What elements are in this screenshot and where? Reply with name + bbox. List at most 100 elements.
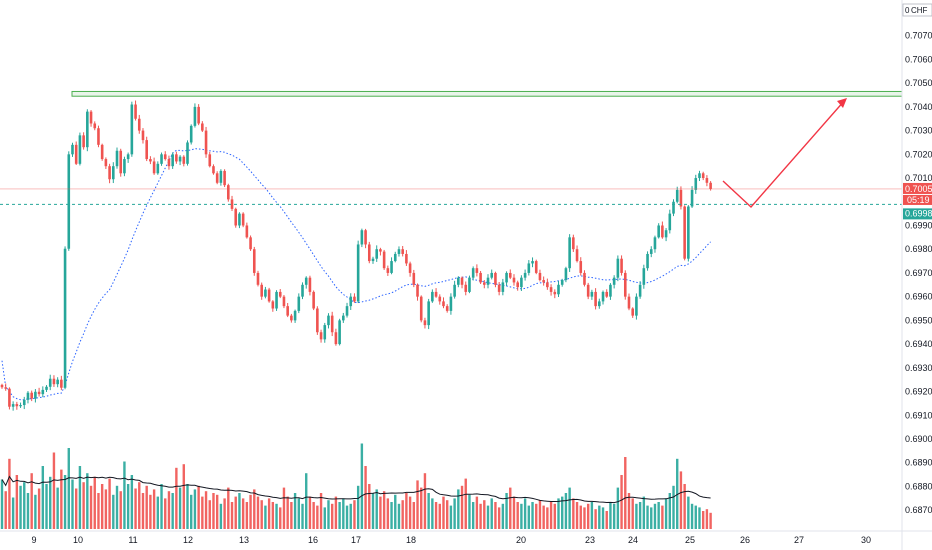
- candle-body: [464, 284, 468, 292]
- candle-body: [386, 268, 390, 273]
- volume-bar: [609, 502, 612, 529]
- candle-body: [616, 258, 620, 278]
- time-tick-label: 30: [861, 535, 871, 545]
- candle-body: [649, 249, 653, 254]
- volume-bar: [201, 496, 204, 529]
- volume-bar: [531, 502, 534, 529]
- candle-body: [19, 405, 22, 407]
- volume-bar: [297, 498, 300, 529]
- candle-body: [234, 208, 238, 226]
- volume-bar: [694, 505, 697, 529]
- volume-bar: [401, 500, 404, 529]
- candle-body: [508, 272, 512, 278]
- candle-body: [445, 306, 449, 311]
- volume-bar: [624, 457, 627, 529]
- candle-body: [238, 213, 241, 226]
- volume-bar: [175, 467, 178, 529]
- candlesticks: [0, 100, 712, 411]
- volume-bar: [512, 496, 516, 529]
- candle-body: [520, 277, 523, 288]
- candle-body: [583, 272, 586, 285]
- volume-bar: [126, 484, 130, 529]
- volume-bar: [664, 498, 668, 529]
- candle-body: [175, 154, 178, 162]
- candle-body: [330, 315, 334, 333]
- candle-body: [579, 261, 583, 273]
- candle-body: [327, 315, 330, 326]
- volume-bar: [342, 498, 345, 529]
- volume-bar: [23, 482, 26, 529]
- candle-body: [215, 173, 219, 183]
- resistance-zone[interactable]: [71, 90, 903, 97]
- candle-body: [382, 251, 386, 269]
- candle-body: [349, 296, 353, 307]
- candle-body: [364, 230, 367, 245]
- candle-body: [227, 185, 230, 200]
- candle-body: [193, 106, 197, 126]
- candle-body: [575, 249, 579, 262]
- candle-body: [82, 135, 85, 148]
- symbol-badge[interactable]: 0 CHF: [902, 3, 932, 17]
- candle-body: [264, 289, 267, 297]
- candle-body: [360, 230, 364, 245]
- volume-bar: [453, 498, 456, 529]
- volume-bar: [442, 496, 445, 529]
- candle-body: [698, 173, 701, 179]
- candle-body: [316, 308, 319, 333]
- candle-body: [126, 154, 130, 160]
- volume-bar: [160, 484, 163, 529]
- candle-body: [412, 272, 416, 285]
- candle-body: [189, 125, 193, 143]
- volume-bar: [520, 503, 523, 529]
- candle-body: [379, 249, 382, 252]
- time-tick-label: 23: [585, 535, 595, 545]
- volume-bar: [334, 496, 338, 529]
- volume-bar: [516, 502, 519, 529]
- candle-body: [11, 404, 15, 407]
- volume-bar: [123, 461, 126, 529]
- volume-bar: [653, 503, 657, 529]
- candle-body: [256, 272, 260, 285]
- time-axis[interactable]: 9 10 11 12 13 16 17 18 20 23 24 25 26 27 30: [31, 535, 871, 545]
- candle-body: [705, 178, 709, 183]
- volume-bar: [553, 503, 556, 529]
- projection-arrow[interactable]: [722, 99, 846, 209]
- volume-bar: [30, 473, 33, 529]
- candle-body: [160, 154, 163, 164]
- candle-body: [598, 301, 601, 307]
- candle-body: [108, 166, 111, 180]
- volume-bar: [523, 498, 527, 529]
- volume-bar: [687, 496, 690, 529]
- candle-body: [204, 130, 208, 155]
- candle-body: [675, 189, 679, 202]
- volume-bar: [178, 487, 182, 529]
- time-tick-label: 17: [351, 535, 361, 545]
- candle-body: [664, 230, 668, 238]
- candle-body: [638, 284, 642, 297]
- candle-body: [15, 404, 19, 407]
- candle-body: [679, 189, 683, 207]
- volume-bar: [457, 489, 460, 529]
- volume-bar: [97, 493, 100, 529]
- volume-bar: [275, 503, 278, 529]
- candle-body: [78, 135, 82, 164]
- volume-bar: [208, 500, 211, 529]
- candle-body: [319, 332, 323, 340]
- volume-bar: [293, 493, 297, 529]
- candle-body: [241, 213, 245, 226]
- volume-bar: [497, 507, 501, 529]
- countdown-tag: 05:19: [903, 194, 932, 205]
- volume-bar: [538, 500, 542, 529]
- volume-bar: [230, 502, 234, 529]
- volume-bar: [241, 498, 245, 529]
- volume-bar: [349, 503, 352, 529]
- volume-bar: [316, 505, 319, 529]
- volume-bar: [438, 503, 441, 529]
